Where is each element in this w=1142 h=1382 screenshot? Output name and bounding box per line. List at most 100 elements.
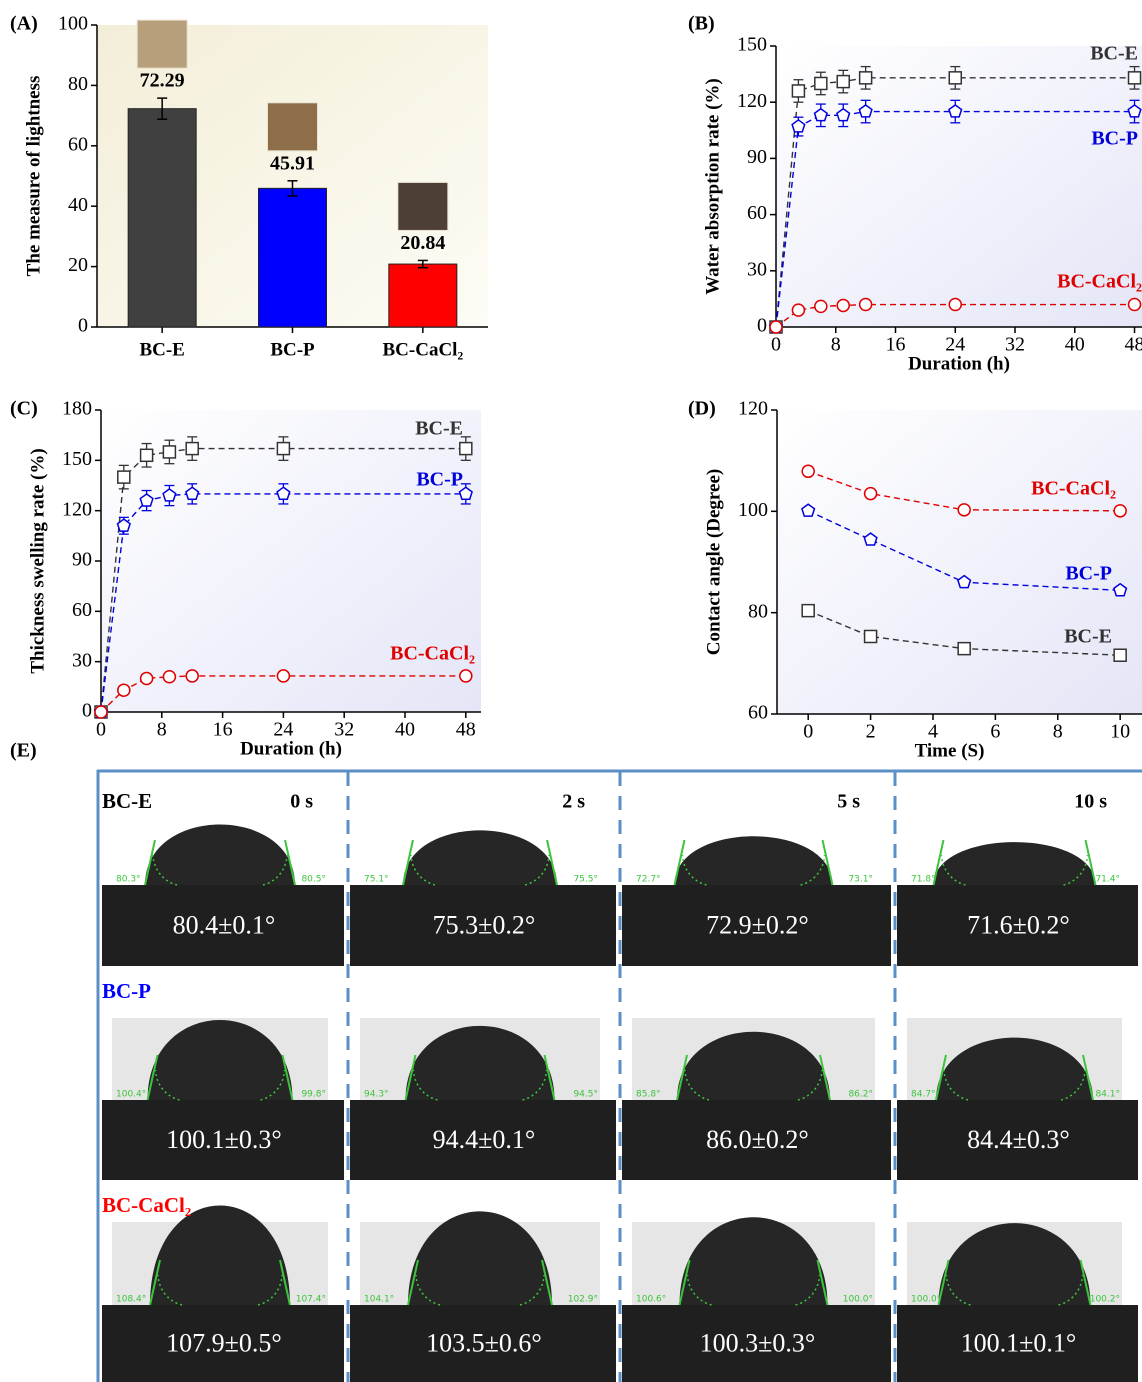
- substrate: [622, 1305, 891, 1382]
- contact-angle: 71.6±0.2°: [967, 910, 1070, 939]
- right-angle: 86.2°: [848, 1090, 873, 1100]
- bar: [388, 263, 458, 328]
- x-tick-label: 40: [1065, 334, 1085, 356]
- marker: [1113, 648, 1127, 662]
- right-angle: 100.0°: [843, 1295, 873, 1305]
- contact-angle: 107.9±0.5°: [166, 1328, 282, 1357]
- left-angle: 72.7°: [636, 875, 661, 885]
- marker: [948, 71, 963, 85]
- angle-arc: [519, 1274, 545, 1306]
- series-label: BC-P: [1065, 563, 1112, 585]
- y-tick-label: 120: [738, 398, 768, 420]
- panel-label: (B): [688, 13, 715, 35]
- x-axis-title: Duration (h): [240, 738, 342, 759]
- x-tick-label: 32: [1005, 334, 1025, 356]
- marker: [801, 464, 815, 479]
- angle-arc: [522, 1069, 548, 1101]
- series-label: BC-CaCl₂: [390, 643, 475, 665]
- angle-arc: [262, 854, 288, 886]
- marker: [948, 104, 963, 118]
- y-tick-label: 60: [68, 133, 88, 155]
- marker: [459, 669, 473, 683]
- y-tick-label: 20: [68, 254, 88, 276]
- angle-arc: [940, 854, 966, 886]
- angle-arc: [157, 1274, 183, 1306]
- droplet: [938, 1223, 1091, 1305]
- marker: [117, 470, 131, 484]
- marker: [94, 705, 108, 719]
- right-angle: 75.5°: [573, 875, 598, 885]
- marker: [1127, 297, 1142, 312]
- marker: [162, 488, 177, 502]
- x-tick-label: 24: [945, 334, 965, 356]
- marker: [276, 441, 291, 456]
- marker: [791, 303, 806, 317]
- y-tick-label: 60: [747, 202, 767, 224]
- plot-background: [776, 46, 1142, 327]
- sample-photo: [267, 102, 318, 152]
- substrate: [102, 885, 344, 966]
- angle-arc: [257, 1274, 283, 1306]
- marker: [801, 603, 815, 618]
- tangent-line: [281, 1054, 294, 1101]
- tangent-line: [284, 839, 296, 886]
- y-tick-label: 90: [72, 549, 92, 571]
- row-label: BC-E: [102, 789, 152, 813]
- tangent-line: [1079, 1259, 1092, 1306]
- contact-angle: 100.1±0.3°: [166, 1125, 282, 1154]
- droplet: [408, 1211, 552, 1305]
- marker: [957, 574, 972, 589]
- x-tick-label: 16: [886, 334, 906, 356]
- angle-arc: [800, 854, 826, 886]
- series-label: BC-E: [415, 418, 463, 440]
- droplet: [674, 836, 833, 885]
- droplet: [933, 842, 1096, 885]
- tangent-line: [676, 1054, 688, 1101]
- tangent-line: [541, 1259, 553, 1306]
- right-angle: 73.1°: [848, 875, 873, 885]
- y-tick-label: 30: [747, 258, 767, 280]
- sample-photo: [136, 19, 188, 69]
- marker: [185, 486, 200, 500]
- angle-arc: [524, 854, 550, 886]
- angle-arc: [795, 1274, 821, 1306]
- y-axis-title: The measure of lightness: [23, 76, 44, 277]
- marker: [948, 297, 963, 312]
- panel-label: (A): [10, 13, 38, 35]
- contact-angle: 72.9±0.2°: [706, 910, 809, 939]
- marker: [863, 486, 878, 501]
- substrate: [622, 1100, 891, 1180]
- value-label: 72.29: [140, 70, 185, 92]
- x-tick-label: 32: [334, 719, 354, 741]
- x-tick-label: 2: [866, 721, 876, 743]
- substrate: [350, 1305, 616, 1382]
- y-tick-label: 100: [58, 13, 88, 35]
- left-angle: 100.6°: [636, 1295, 666, 1305]
- angle-arc: [1058, 1274, 1084, 1306]
- left-angle: 71.8°: [911, 875, 936, 885]
- y-tick-label: 0: [82, 700, 92, 722]
- y-tick-label: 0: [78, 315, 88, 337]
- marker: [836, 107, 851, 122]
- tangent-line: [144, 839, 156, 886]
- contact-angle: 84.4±0.3°: [967, 1125, 1070, 1154]
- right-angle: 71.4°: [1095, 875, 1120, 885]
- tangent-line: [146, 1054, 159, 1101]
- x-tick-label: 0: [803, 721, 813, 743]
- angle-arc: [415, 1274, 441, 1306]
- y-tick-label: 150: [62, 448, 92, 470]
- tangent-line: [821, 839, 834, 886]
- marker: [813, 107, 828, 122]
- x-tick-label: BC-CaCl₂: [383, 339, 464, 360]
- line: [807, 510, 1121, 592]
- marker: [858, 104, 873, 118]
- marker: [769, 320, 783, 334]
- marker: [858, 71, 873, 85]
- marker: [957, 503, 971, 517]
- substrate: [350, 1100, 616, 1180]
- tangent-line: [673, 839, 686, 886]
- left-angle: 85.8°: [636, 1090, 661, 1100]
- y-tick-label: 90: [747, 146, 767, 168]
